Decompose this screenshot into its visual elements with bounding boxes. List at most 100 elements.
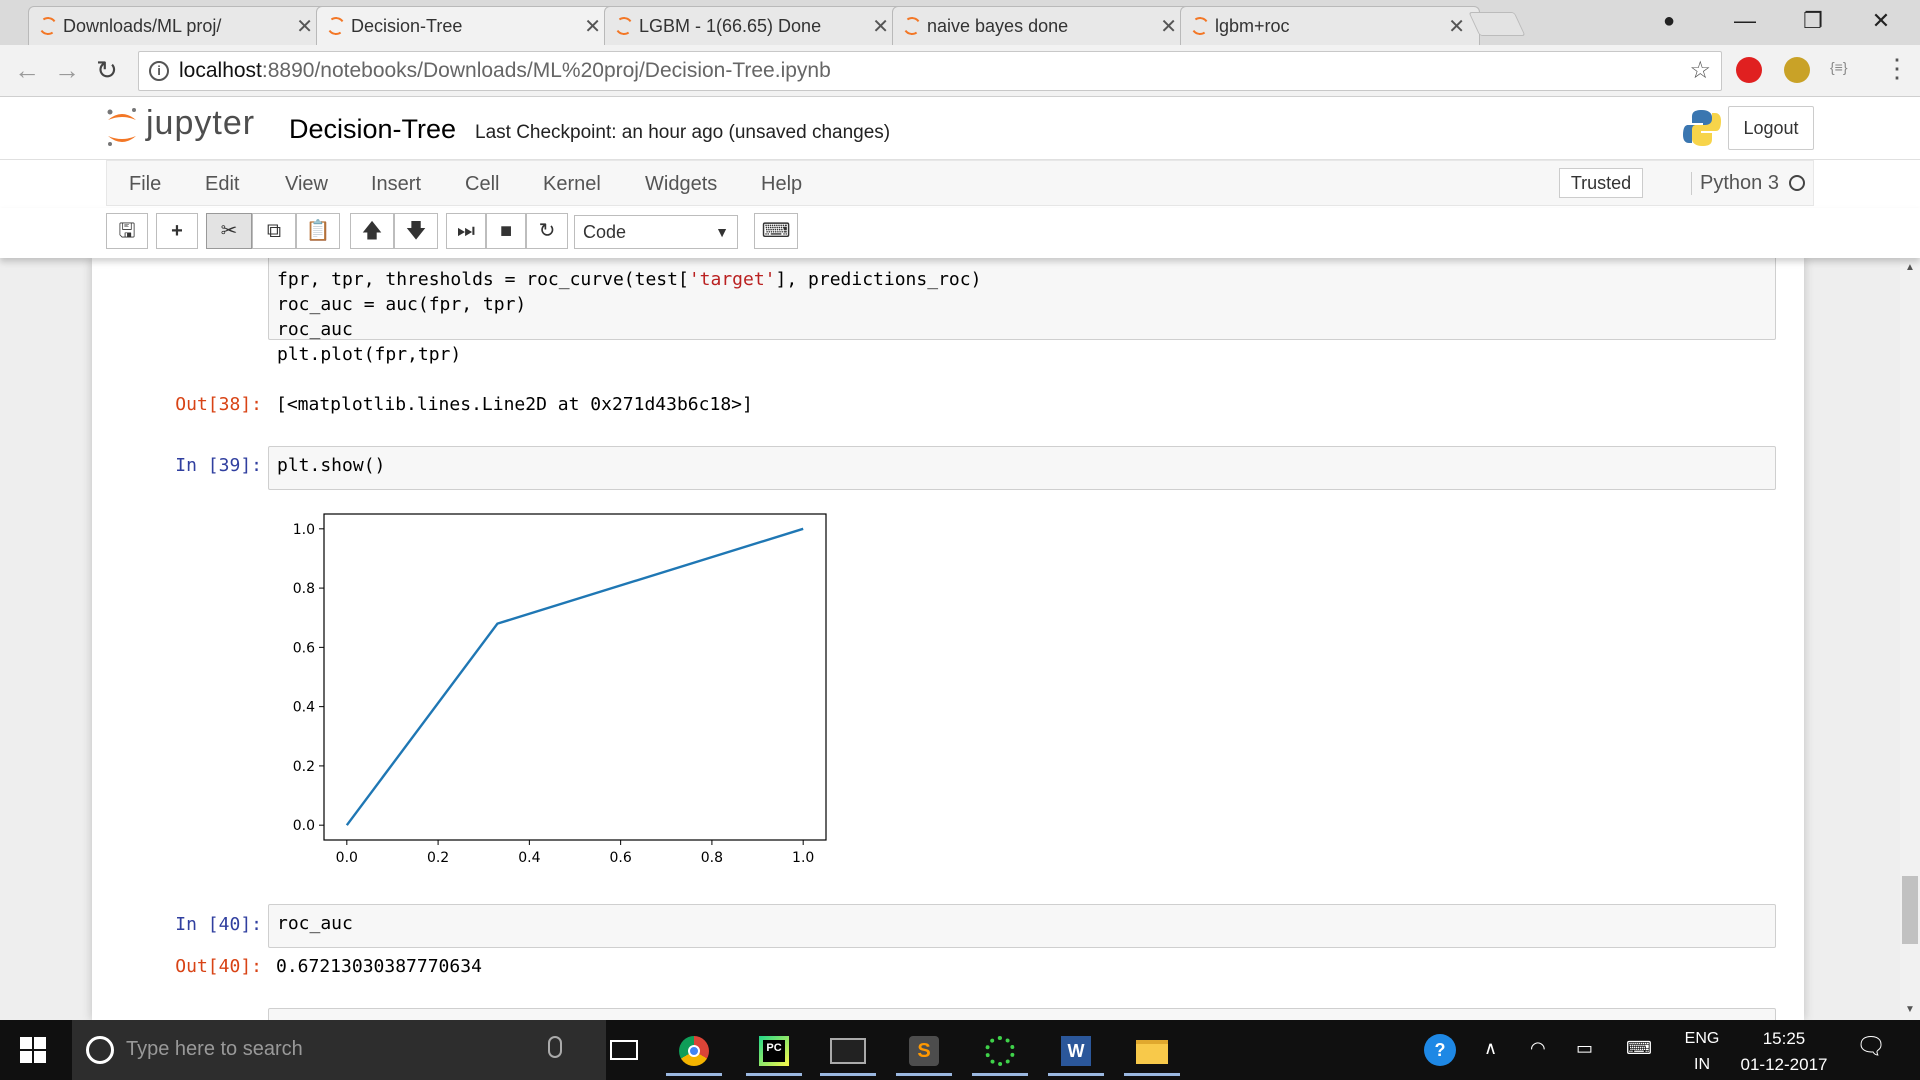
output-38: [<matplotlib.lines.Line2D at 0x271d43b6c… (276, 394, 753, 415)
tab-lgbm-roc[interactable]: lgbm+roc ✕ (1180, 6, 1480, 45)
action-center-icon[interactable]: 🗨 (1856, 1033, 1887, 1060)
close-window-button[interactable]: ✕ (1871, 8, 1891, 33)
code-cell-41-input[interactable] (268, 1008, 1776, 1020)
arrow-down-icon: 🡇 (405, 220, 427, 242)
windows-taskbar: Type here to search PC S W ? ∧ ◠ ▭ ⌨ ENG… (0, 1020, 1920, 1080)
microphone-icon[interactable] (548, 1036, 562, 1058)
extension-shield-icon[interactable] (1784, 57, 1810, 83)
command-palette-button[interactable]: ⌨ (754, 213, 798, 249)
copy-button[interactable]: ⧉ (252, 213, 296, 249)
new-tab-button[interactable] (1468, 12, 1526, 36)
cell-type-select[interactable]: Code ▼ (574, 215, 738, 249)
word-taskbar-icon[interactable]: W (1048, 1028, 1104, 1076)
tab-decision-tree[interactable]: Decision-Tree ✕ (316, 6, 616, 46)
insert-cell-button[interactable]: + (156, 213, 198, 249)
paste-button[interactable]: 📋 (296, 213, 340, 249)
code-line: plt.show() (277, 455, 386, 476)
tab-close-icon[interactable]: ✕ (296, 15, 313, 38)
tab-lgbm[interactable]: LGBM - 1(66.65) Done ✕ (604, 6, 904, 45)
x-tick-label: 0.6 (610, 850, 632, 862)
menu-cell[interactable]: Cell (465, 173, 500, 195)
cut-button[interactable]: ✂ (206, 213, 252, 249)
jupyter-logo-text[interactable]: jupyter (146, 104, 256, 142)
taskbar-search-input[interactable]: Type here to search (72, 1020, 606, 1080)
run-cell-button[interactable]: ⏭ (446, 213, 486, 249)
menu-edit[interactable]: Edit (205, 173, 240, 195)
chrome-menu-icon[interactable]: ⋮ (1884, 53, 1910, 83)
interrupt-kernel-button[interactable]: ■ (486, 213, 526, 249)
touch-keyboard-icon[interactable]: ⌨ (1626, 1038, 1652, 1058)
file-explorer-taskbar-icon[interactable] (1124, 1028, 1180, 1076)
page-scrollbar[interactable]: ▲ ▼ (1900, 258, 1920, 1020)
battery-icon[interactable]: ▭ (1576, 1038, 1594, 1058)
wifi-icon[interactable]: ◠ (1530, 1038, 1546, 1058)
tab-title: LGBM - 1(66.65) Done (639, 15, 822, 36)
move-down-button[interactable]: 🡇 (394, 213, 438, 249)
restart-kernel-button[interactable]: ↻ (526, 213, 568, 249)
json-extension-icon[interactable]: {≡} (1830, 59, 1848, 75)
task-view-icon[interactable] (596, 1028, 652, 1074)
y-tick-label: 0.2 (293, 759, 315, 775)
code-line: roc_auc = auc(fpr, tpr) (277, 294, 527, 315)
restore-button[interactable]: ❐ (1803, 8, 1823, 33)
logout-button[interactable]: Logout (1728, 106, 1814, 150)
minimize-button[interactable]: — (1734, 8, 1756, 33)
windows-start-icon[interactable] (20, 1037, 46, 1063)
notebook-toolbar: 🖫 + ✂ ⧉ 📋 🡅 🡇 ⏭ ■ ↻ Code ▼ ⌨ (0, 208, 1920, 258)
forward-arrow-icon[interactable]: → (54, 55, 80, 85)
python-logo-icon (1683, 110, 1721, 146)
adblock-extension-icon[interactable] (1736, 57, 1762, 83)
x-tick-label: 0.2 (427, 850, 449, 862)
url-input[interactable]: i localhost:8890/notebooks/Downloads/ML%… (138, 51, 1722, 91)
browser-tab-strip: Downloads/ML proj/ ✕ Decision-Tree ✕ LGB… (0, 0, 1920, 46)
site-info-icon[interactable]: i (149, 61, 169, 81)
bookmark-star-icon[interactable]: ☆ (1689, 57, 1711, 84)
reload-icon[interactable]: ↻ (96, 55, 118, 85)
trusted-indicator[interactable]: Trusted (1559, 168, 1643, 198)
x-tick-label: 0.8 (701, 850, 723, 862)
menu-view[interactable]: View (285, 173, 328, 195)
menu-help[interactable]: Help (761, 173, 803, 195)
loading-app-taskbar-icon[interactable] (972, 1028, 1028, 1076)
checkpoint-status: Last Checkpoint: an hour ago (unsaved ch… (475, 122, 891, 143)
code-line: fpr, tpr, thresholds = roc_curve(test['t… (277, 269, 982, 290)
plus-icon: + (171, 220, 183, 242)
code-cell-40-input[interactable]: roc_auc (268, 904, 1776, 948)
scroll-thumb[interactable] (1902, 876, 1918, 944)
tab-close-icon[interactable]: ✕ (872, 15, 889, 38)
tab-downloads[interactable]: Downloads/ML proj/ ✕ (28, 6, 328, 45)
system-clock[interactable]: 15:25 01-12-2017 (1736, 1026, 1832, 1078)
in-prompt-39: In [39]: (175, 455, 262, 476)
code-line: roc_auc (277, 319, 353, 340)
tab-close-icon[interactable]: ✕ (1448, 15, 1465, 38)
jupyter-favicon-icon (1189, 15, 1211, 37)
keyboard-icon: ⌨ (761, 220, 791, 242)
notebook-title[interactable]: Decision-Tree (289, 114, 457, 144)
menu-file[interactable]: File (129, 173, 162, 195)
scroll-up-icon[interactable]: ▲ (1905, 262, 1915, 273)
tab-close-icon[interactable]: ✕ (1160, 15, 1177, 38)
back-arrow-icon[interactable]: ← (14, 55, 40, 85)
y-tick-label: 0.6 (293, 640, 315, 656)
tab-naive-bayes[interactable]: naive bayes done ✕ (892, 6, 1192, 45)
profile-icon[interactable]: ● (1662, 10, 1676, 32)
jupyter-logo-icon[interactable] (104, 106, 140, 148)
input-language[interactable]: ENG IN (1682, 1026, 1722, 1078)
code-cell-39-input[interactable]: plt.show() (268, 446, 1776, 490)
move-up-button[interactable]: 🡅 (350, 213, 394, 249)
menu-widgets[interactable]: Widgets (645, 173, 718, 195)
pycharm-taskbar-icon[interactable]: PC (746, 1028, 802, 1076)
menu-insert[interactable]: Insert (371, 173, 422, 195)
chrome-taskbar-icon[interactable] (666, 1028, 722, 1076)
scroll-down-icon[interactable]: ▼ (1905, 1004, 1915, 1015)
show-hidden-icons-icon[interactable]: ∧ (1484, 1038, 1498, 1058)
help-tray-icon[interactable]: ? (1424, 1034, 1456, 1066)
terminal-taskbar-icon[interactable] (820, 1028, 876, 1076)
menu-kernel[interactable]: Kernel (543, 173, 601, 195)
code-cell-38-input[interactable]: fpr, tpr, thresholds = roc_curve(test['t… (268, 258, 1776, 365)
code-line: plt.plot(fpr,tpr) (277, 344, 462, 365)
sublime-taskbar-icon[interactable]: S (896, 1028, 952, 1076)
roc-series-line (345, 527, 804, 826)
tab-close-icon[interactable]: ✕ (584, 16, 601, 38)
save-button[interactable]: 🖫 (106, 213, 148, 249)
